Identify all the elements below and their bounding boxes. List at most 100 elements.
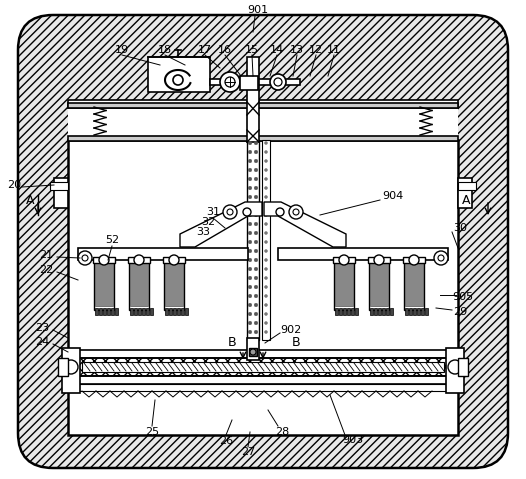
- Bar: [403, 257, 425, 263]
- Bar: [165, 262, 183, 306]
- Text: 12: 12: [309, 45, 323, 55]
- Bar: [343, 308, 346, 315]
- Bar: [458, 358, 468, 376]
- Circle shape: [248, 240, 252, 244]
- Bar: [68, 103, 458, 108]
- Circle shape: [270, 74, 286, 90]
- Bar: [249, 348, 257, 356]
- Circle shape: [265, 240, 268, 243]
- Circle shape: [254, 204, 258, 208]
- Circle shape: [248, 294, 252, 298]
- Circle shape: [248, 177, 252, 181]
- Circle shape: [248, 186, 252, 190]
- Text: 14: 14: [270, 45, 284, 55]
- Circle shape: [265, 331, 268, 333]
- Circle shape: [248, 204, 252, 208]
- Circle shape: [254, 312, 258, 316]
- Bar: [68, 100, 458, 108]
- Bar: [130, 262, 148, 306]
- Circle shape: [265, 304, 268, 307]
- Bar: [446, 348, 464, 393]
- Bar: [181, 308, 184, 315]
- Text: 902: 902: [280, 325, 301, 335]
- Circle shape: [248, 285, 252, 289]
- Circle shape: [265, 186, 268, 190]
- Bar: [62, 348, 80, 393]
- Bar: [163, 257, 185, 263]
- Circle shape: [374, 255, 384, 265]
- Circle shape: [254, 303, 258, 307]
- Circle shape: [254, 177, 258, 181]
- Circle shape: [248, 150, 252, 154]
- Text: 32: 32: [201, 217, 215, 227]
- Bar: [173, 308, 176, 315]
- Text: 27: 27: [241, 447, 255, 457]
- Text: 20: 20: [7, 180, 21, 190]
- Bar: [386, 308, 389, 315]
- Text: 901: 901: [247, 5, 269, 15]
- Bar: [177, 308, 180, 315]
- Bar: [58, 358, 68, 376]
- Circle shape: [254, 141, 258, 145]
- Bar: [138, 308, 141, 315]
- Bar: [382, 308, 385, 315]
- Circle shape: [434, 251, 448, 265]
- Circle shape: [248, 276, 252, 280]
- Circle shape: [274, 78, 282, 86]
- Text: 19: 19: [115, 45, 129, 55]
- Bar: [351, 308, 354, 315]
- Bar: [247, 140, 259, 340]
- Text: 903: 903: [342, 435, 363, 445]
- Bar: [129, 260, 149, 310]
- Circle shape: [409, 255, 419, 265]
- Bar: [142, 308, 145, 315]
- Bar: [334, 260, 354, 310]
- Circle shape: [248, 303, 252, 307]
- Text: 22: 22: [39, 265, 53, 275]
- Text: 26: 26: [219, 436, 233, 446]
- Bar: [146, 308, 149, 315]
- Circle shape: [99, 255, 109, 265]
- Circle shape: [248, 321, 252, 325]
- Bar: [262, 140, 270, 340]
- Bar: [169, 308, 172, 315]
- Text: 33: 33: [196, 227, 210, 237]
- Circle shape: [265, 195, 268, 198]
- Circle shape: [248, 312, 252, 316]
- Circle shape: [265, 160, 268, 162]
- Bar: [370, 308, 373, 315]
- Circle shape: [254, 249, 258, 253]
- Circle shape: [265, 214, 268, 217]
- Text: A: A: [26, 194, 34, 206]
- Circle shape: [248, 267, 252, 271]
- Bar: [378, 308, 381, 315]
- Circle shape: [254, 321, 258, 325]
- Text: 30: 30: [453, 223, 467, 233]
- Text: 17: 17: [198, 45, 212, 55]
- Text: 29: 29: [453, 307, 467, 317]
- Bar: [404, 260, 424, 310]
- Circle shape: [243, 208, 251, 216]
- FancyBboxPatch shape: [18, 15, 508, 468]
- Circle shape: [82, 255, 88, 261]
- Circle shape: [254, 294, 258, 298]
- Bar: [413, 308, 416, 315]
- Circle shape: [265, 141, 268, 145]
- Circle shape: [248, 168, 252, 172]
- Bar: [390, 308, 393, 315]
- Circle shape: [289, 205, 303, 219]
- Circle shape: [225, 77, 235, 87]
- Circle shape: [248, 249, 252, 253]
- Text: 18: 18: [158, 45, 172, 55]
- Text: 28: 28: [275, 427, 289, 437]
- Text: 31: 31: [206, 207, 220, 217]
- Bar: [95, 262, 113, 306]
- Circle shape: [254, 240, 258, 244]
- Bar: [458, 178, 472, 208]
- Bar: [103, 308, 106, 315]
- Circle shape: [250, 349, 256, 355]
- Polygon shape: [180, 202, 262, 247]
- Circle shape: [265, 169, 268, 171]
- Bar: [78, 384, 448, 391]
- Circle shape: [265, 231, 268, 235]
